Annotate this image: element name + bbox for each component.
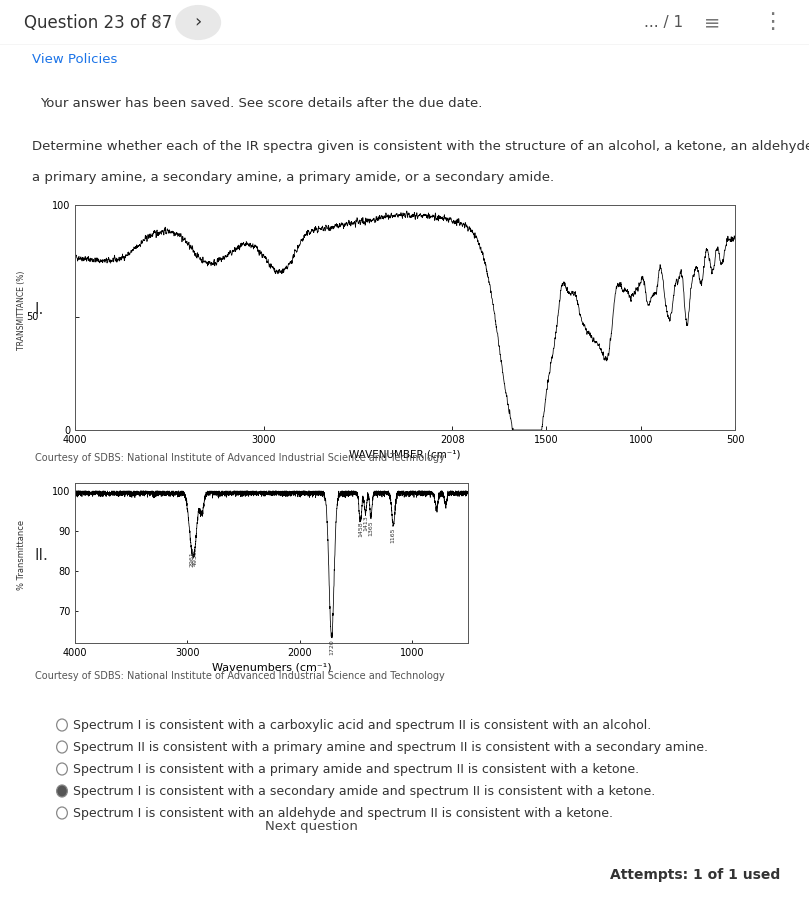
Text: 1365: 1365 (368, 520, 374, 536)
X-axis label: Wavenumbers (cm⁻¹): Wavenumbers (cm⁻¹) (212, 662, 332, 672)
Text: Attempts: 1 of 1 used: Attempts: 1 of 1 used (611, 868, 781, 882)
Text: ‹: ‹ (155, 14, 161, 32)
Text: 50: 50 (27, 312, 39, 322)
Ellipse shape (176, 5, 220, 40)
Text: a primary amine, a secondary amine, a primary amide, or a secondary amide.: a primary amine, a secondary amine, a pr… (32, 171, 554, 184)
Text: ⋮: ⋮ (761, 13, 784, 33)
Text: I.: I. (35, 302, 44, 318)
Text: Your answer has been saved. See score details after the due date.: Your answer has been saved. See score de… (40, 97, 482, 110)
Text: Question 23 of 87: Question 23 of 87 (24, 14, 172, 32)
Text: 1413: 1413 (363, 516, 368, 531)
Text: ›: › (195, 14, 201, 32)
Text: Spectrum I is consistent with a carboxylic acid and spectrum II is consistent wi: Spectrum I is consistent with a carboxyl… (73, 719, 651, 731)
Text: Spectrum I is consistent with a primary amide and spectrum II is consistent with: Spectrum I is consistent with a primary … (73, 763, 639, 776)
Text: TRANSMITTANCE (%): TRANSMITTANCE (%) (18, 271, 27, 349)
Text: ≡: ≡ (704, 13, 720, 32)
Text: View Policies: View Policies (32, 53, 118, 66)
Text: Next question: Next question (265, 820, 358, 833)
Text: Spectrum I is consistent with an aldehyde and spectrum II is consistent with a k: Spectrum I is consistent with an aldehyd… (73, 806, 613, 820)
Text: ... / 1: ... / 1 (645, 15, 684, 30)
Text: % Transmittance: % Transmittance (18, 520, 27, 590)
Text: 4930: 4930 (193, 550, 197, 566)
X-axis label: WAVENUMBER (cm⁻¹): WAVENUMBER (cm⁻¹) (349, 449, 461, 459)
Text: Courtesy of SDBS: National Institute of Advanced Industrial Science and Technolo: Courtesy of SDBS: National Institute of … (35, 671, 445, 681)
Text: II.: II. (35, 548, 49, 563)
Text: Determine whether each of the IR spectra given is consistent with the structure : Determine whether each of the IR spectra… (32, 139, 809, 153)
Text: 1165: 1165 (391, 528, 396, 543)
Text: Spectrum II is consistent with a primary amine and spectrum II is consistent wit: Spectrum II is consistent with a primary… (73, 740, 708, 754)
Text: 1720: 1720 (329, 639, 334, 655)
Text: Courtesy of SDBS: National Institute of Advanced Industrial Science and Technolo: Courtesy of SDBS: National Institute of … (35, 453, 445, 463)
Text: 1458: 1458 (358, 521, 363, 537)
Text: Spectrum I is consistent with a secondary amide and spectrum II is consistent wi: Spectrum I is consistent with a secondar… (73, 785, 655, 797)
Text: 2961: 2961 (189, 552, 194, 567)
